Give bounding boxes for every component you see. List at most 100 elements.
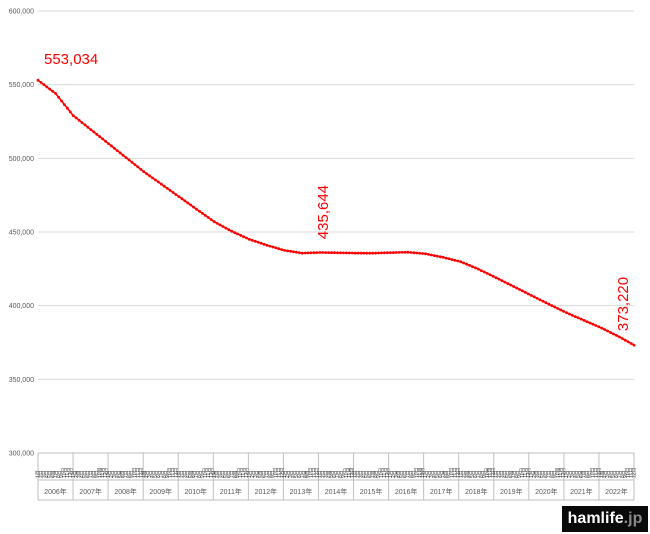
month-tick-label: 5月 (470, 470, 476, 478)
data-point-marker (201, 211, 204, 215)
month-tick-label: 6月 (297, 470, 303, 478)
year-label: 2015年 (360, 487, 383, 496)
month-tick-label: 2月 (215, 470, 221, 478)
data-point-marker (77, 118, 81, 122)
month-tick-label: 4月 (397, 470, 403, 478)
month-tick-label: 8月 (197, 470, 203, 478)
data-point-marker (380, 251, 383, 255)
month-tick-label: 9月 (517, 470, 523, 478)
y-tick-label: 300,000 (9, 451, 34, 458)
data-point-marker (535, 296, 539, 300)
month-tick-label: 12月 (103, 467, 109, 478)
annotation-value-1: 553,034 (44, 51, 98, 68)
data-point-marker (250, 238, 254, 242)
month-tick-label: 10月 (168, 467, 174, 478)
month-tick-label: 6月 (579, 470, 585, 478)
month-tick-label: 6月 (473, 470, 479, 478)
data-point-marker (403, 250, 407, 254)
data-point-marker (562, 309, 565, 313)
month-tick-label: 5月 (400, 470, 406, 478)
month-tick-label: 11月 (276, 468, 282, 478)
data-point-marker (477, 267, 480, 271)
year-labels: 2006年 2007年 2008年 2009年 2010年 2011年 2012年 2013年… (44, 487, 628, 496)
month-tick-label: 1月 (423, 470, 429, 478)
month-tick-label: 8月 (91, 470, 97, 478)
month-tick-label: 10月 (626, 467, 632, 478)
data-point-marker (148, 174, 152, 178)
data-point-marker (174, 193, 178, 197)
data-point-marker (412, 251, 416, 255)
data-point-marker (248, 238, 251, 241)
data-point-marker (63, 103, 66, 106)
data-point-marker (532, 295, 536, 299)
data-point-marker (576, 316, 580, 320)
month-tick-label: 2月 (356, 470, 362, 478)
month-tick-label: 2月 (74, 470, 80, 478)
month-tick-label: 11月 (488, 468, 494, 478)
data-point-marker (221, 225, 225, 228)
month-tick-label: 11月 (241, 468, 247, 478)
month-tick-label: 1月 (141, 470, 147, 478)
month-tick-label: 10月 (133, 467, 139, 478)
data-point-marker (435, 254, 439, 258)
month-tick-label: 9月 (235, 470, 241, 478)
data-point-marker (292, 250, 295, 254)
data-point-marker (556, 307, 560, 310)
year-label: 2009年 (149, 487, 172, 496)
data-point-marker (383, 251, 386, 255)
data-point-marker (559, 308, 562, 312)
data-point-marker (503, 280, 507, 284)
data-point-marker (362, 251, 366, 255)
data-point-marker (39, 81, 43, 84)
data-point-marker (482, 270, 486, 274)
year-label: 2021年 (570, 487, 593, 496)
month-tick-label: 2月 (285, 470, 291, 478)
month-tick-label: 8月 (127, 470, 133, 478)
data-point-marker (127, 158, 131, 162)
data-point-marker (157, 180, 160, 184)
annotation-value-2: 435,644 (315, 185, 332, 239)
data-point-marker (391, 251, 395, 255)
data-point-marker (509, 283, 513, 287)
data-point-marker (92, 130, 96, 134)
month-tick-label: 2月 (320, 470, 326, 478)
data-point-marker (139, 167, 143, 171)
data-point-marker (277, 247, 281, 251)
year-label: 2007年 (79, 487, 102, 496)
month-tick-label: 12月 (138, 467, 144, 478)
data-point-marker (421, 252, 424, 255)
month-tick-label: 12月 (561, 467, 567, 478)
month-tick-label: 2月 (532, 470, 538, 478)
data-point-marker (312, 251, 316, 255)
data-point-marker (541, 299, 545, 303)
data-point-marker (274, 246, 278, 250)
y-axis-tick-labels: 600,000 550,000 500,000 450,000 400,000 350,0… (9, 9, 34, 458)
month-tick-label: 3月 (464, 470, 470, 478)
data-point-marker (585, 320, 589, 324)
data-point-marker (136, 165, 140, 169)
data-point-marker (212, 220, 216, 224)
data-point-marker (142, 170, 146, 174)
month-tick-label: 9月 (200, 470, 206, 478)
data-point-marker (573, 315, 577, 318)
month-tick-label: 5月 (83, 470, 89, 478)
data-point-marker (506, 282, 510, 285)
data-point-marker (529, 294, 533, 297)
data-point-marker (121, 153, 125, 157)
data-point-marker (597, 325, 601, 329)
line-chart: 600,000 550,000 500,000 450,000 400,000 350,0… (9, 9, 638, 501)
month-tick-label: 9月 (411, 470, 417, 478)
month-tick-label: 3月 (253, 470, 259, 478)
month-tick-label: 9月 (59, 470, 65, 478)
month-tick-label: 12月 (385, 467, 391, 478)
data-point-marker (253, 239, 257, 243)
month-tick-label: 11月 (135, 468, 141, 478)
data-point-marker (327, 251, 331, 255)
month-tick-label: 8月 (268, 470, 274, 478)
data-point-marker (165, 186, 169, 190)
month-tick-label: 9月 (341, 470, 347, 478)
month-tick-label: 7月 (511, 470, 517, 478)
data-point-marker (356, 251, 360, 255)
month-tick-label: 3月 (288, 470, 294, 478)
month-tick-label: 10月 (379, 467, 385, 478)
